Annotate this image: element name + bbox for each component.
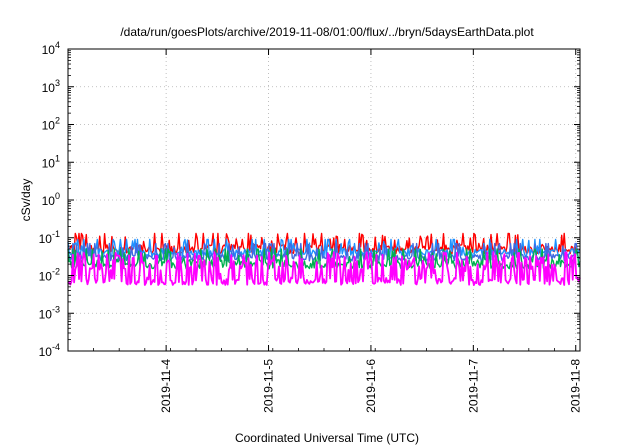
y-tick-label: 100 [42,191,60,208]
y-tick-label: 10-2 [39,267,60,284]
y-axis-label: cSv/day [19,179,33,222]
x-axis: 2019-11-4 2019-11-5 2019-11-6 2019-11-7 2019… [67,49,583,413]
x-tick-label: 2019-11-6 [364,359,378,413]
y-tick-label: 10-4 [39,342,60,359]
x-tick-label: 2019-11-8 [569,359,583,413]
x-tick-label: 2019-11-7 [466,359,480,413]
y-tick-label: 10-3 [39,304,60,321]
chart-title: /data/run/goesPlots/archive/2019-11-08/0… [120,25,534,39]
y-axis: 10-4 10-3 10-2 10-1 100 101 102 103 104 [39,40,580,359]
series-group [67,232,581,287]
x-tick-label: 2019-11-4 [159,359,173,413]
y-tick-label: 102 [42,116,60,133]
x-tick-label: 2019-11-5 [262,359,276,413]
y-tick-label: 101 [42,153,60,170]
y-tick-label: 104 [42,40,60,57]
grid [68,49,580,351]
y-tick-label: 10-1 [39,229,60,246]
y-tick-label: 103 [42,78,60,95]
x-axis-label: Coordinated Universal Time (UTC) [235,431,419,445]
series-line [67,242,581,262]
series-line [67,251,581,287]
